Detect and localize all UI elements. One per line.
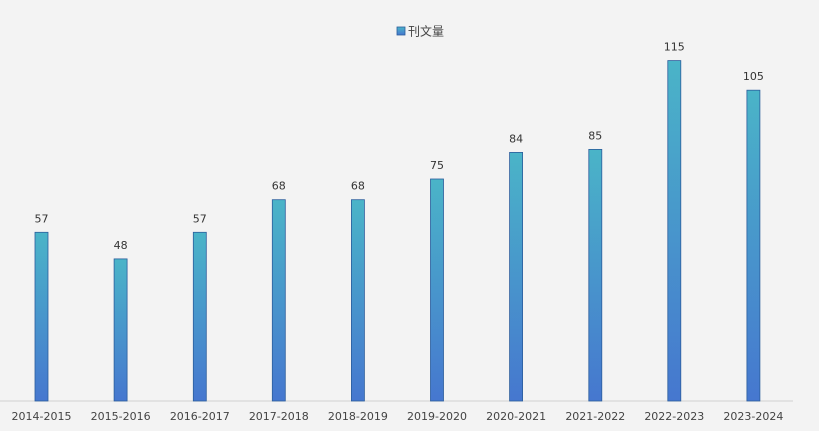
x-tick-label-2015-2016: 2015-2016 [91,410,151,423]
data-label-2017-2018: 68 [272,180,286,193]
data-label-2019-2020: 75 [430,159,444,172]
x-tick-label-2023-2024: 2023-2024 [723,410,783,423]
bars-group [34,60,761,402]
x-tick-label-2020-2021: 2020-2021 [486,410,546,423]
x-tick-label-2022-2023: 2022-2023 [644,410,704,423]
data-label-2014-2015: 57 [35,212,49,225]
x-tick-label-2017-2018: 2017-2018 [249,410,309,423]
bar-2021-2022 [588,148,603,402]
data-label-2020-2021: 84 [509,132,523,145]
bar-2014-2015 [34,231,49,402]
x-tick-label-2021-2022: 2021-2022 [565,410,625,423]
data-label-2016-2017: 57 [193,212,207,225]
bar-2023-2024 [746,89,761,402]
bar-2018-2019 [350,199,365,402]
legend: 刊文量 [396,24,444,39]
x-tick-label-2018-2019: 2018-2019 [328,410,388,423]
data-label-2021-2022: 85 [588,129,602,142]
data-label-2018-2019: 68 [351,180,365,193]
legend-swatch [396,26,406,36]
x-tick-label-2014-2015: 2014-2015 [12,410,72,423]
bar-2022-2023 [667,60,682,402]
data-label-2015-2016: 48 [114,239,128,252]
bar-2019-2020 [430,178,444,402]
bar-2020-2021 [509,151,524,402]
bar-2015-2016 [113,258,128,402]
x-tick-label-2016-2017: 2016-2017 [170,410,230,423]
bar-2017-2018 [271,199,286,402]
x-tick-labels-group: 2014-2015 2015-2016 2016-2017 2017-2018 2018… [12,410,784,423]
x-tick-label-2019-2020: 2019-2020 [407,410,467,423]
data-labels-group: 57 48 57 68 68 75 84 85 115 105 [35,41,764,252]
bar-2016-2017 [192,231,207,402]
legend-series-name: 刊文量 [408,24,444,39]
data-label-2022-2023: 115 [664,41,685,54]
data-label-2023-2024: 105 [743,70,764,83]
